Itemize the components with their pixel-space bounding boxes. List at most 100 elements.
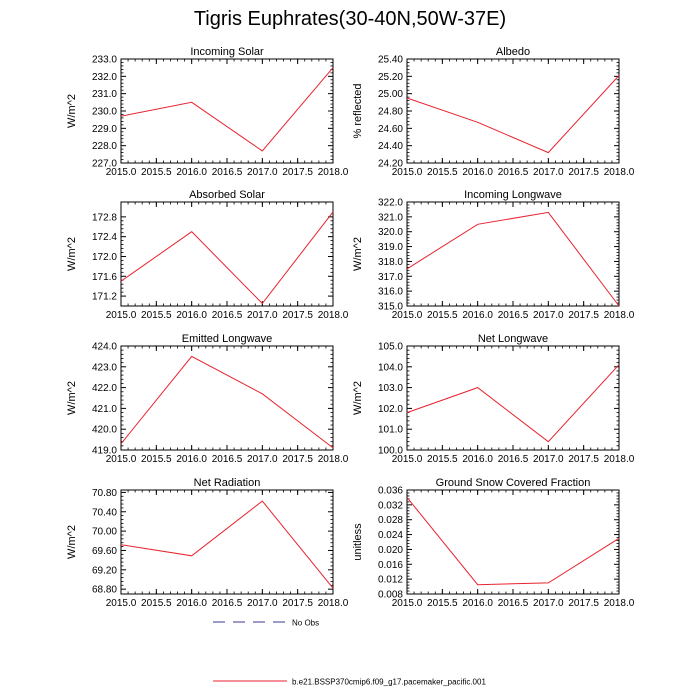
y-tick-label: 233.0: [92, 55, 117, 66]
plot-frame: [120, 489, 334, 595]
x-tick-label: 2018.0: [604, 167, 635, 178]
y-axis-label: W/m^2: [66, 381, 78, 415]
y-tick-label: 25.20: [378, 72, 403, 83]
x-tick-label: 2015.5: [427, 310, 458, 321]
x-tick-label: 2016.5: [498, 167, 529, 178]
y-tick-label: 104.0: [378, 362, 403, 373]
panel-title: Incoming Solar: [190, 46, 264, 58]
y-tick-label: 70.80: [92, 488, 117, 499]
x-tick-label: 2016.0: [176, 167, 207, 178]
y-tick-label: 101.0: [378, 425, 403, 436]
y-tick-label: 24.20: [378, 159, 403, 170]
y-tick-label: 0.020: [378, 545, 403, 556]
x-tick-label: 2017.5: [282, 454, 313, 465]
x-tick-label: 2016.0: [462, 310, 493, 321]
series-line: [406, 364, 620, 443]
x-tick-label: 2016.5: [212, 167, 243, 178]
y-tick-label: 423.0: [92, 362, 117, 373]
x-tick-label: 2017.5: [282, 598, 313, 609]
y-tick-label: 0.024: [378, 530, 403, 541]
panel-title: Emitted Longwave: [182, 333, 273, 345]
y-tick-label: 316.0: [378, 287, 403, 298]
y-axis-label: W/m^2: [66, 94, 78, 128]
x-tick-label: 2016.5: [212, 310, 243, 321]
x-tick-label: 2015.5: [141, 167, 172, 178]
x-tick-label: 2015.5: [141, 598, 172, 609]
y-tick-label: 228.0: [92, 141, 117, 152]
y-tick-label: 171.6: [92, 272, 117, 283]
x-tick-label: 2017.5: [568, 167, 599, 178]
x-tick-label: 2016.5: [212, 598, 243, 609]
plot-frame: [406, 489, 620, 595]
x-tick-label: 2017.5: [568, 454, 599, 465]
y-tick-label: 103.0: [378, 383, 403, 394]
y-tick-label: 172.4: [92, 232, 117, 243]
y-tick-label: 24.80: [378, 107, 403, 118]
x-tick-label: 2017.0: [247, 167, 278, 178]
y-tick-label: 230.0: [92, 107, 117, 118]
plot-frame: [406, 201, 620, 307]
legend: No Obs b.e21.BSSP370cmip6.f09_g17.pacemak…: [213, 619, 486, 687]
y-tick-label: 227.0: [92, 159, 117, 170]
series-line: [406, 75, 620, 154]
x-tick-label: 2017.5: [282, 310, 313, 321]
y-tick-label: 0.028: [378, 515, 403, 526]
panel-title: Net Longwave: [478, 333, 548, 345]
y-axis-label: W/m^2: [352, 381, 364, 415]
panel-5: Emitted Longwave W/m^2 2015.0 2015.5 2016.0 2…: [66, 333, 349, 465]
x-tick-label: 2016.0: [462, 454, 493, 465]
y-tick-label: 24.60: [378, 124, 403, 135]
y-tick-label: 69.20: [92, 565, 117, 576]
plot-frame: [406, 58, 620, 164]
y-tick-label: 229.0: [92, 124, 117, 135]
series-line: [406, 211, 620, 307]
y-tick-label: 171.2: [92, 292, 117, 303]
y-tick-label: 322.0: [378, 198, 403, 209]
x-tick-label: 2016.0: [462, 167, 493, 178]
plot-frame: [406, 345, 620, 451]
panel-7: Net Radiation W/m^2 2015.0 2015.5 2016.0 2016…: [66, 477, 349, 609]
y-tick-label: 172.8: [92, 212, 117, 223]
y-tick-label: 102.0: [378, 404, 403, 415]
y-axis-label: W/m^2: [66, 525, 78, 559]
y-tick-label: 420.0: [92, 425, 117, 436]
x-tick-label: 2015.0: [392, 310, 423, 321]
y-tick-label: 321.0: [378, 212, 403, 223]
y-tick-label: 24.40: [378, 141, 403, 152]
panel-4: Incoming Longwave W/m^2 2015.0 2015.5 2016.0…: [352, 189, 635, 321]
x-tick-label: 2018.0: [318, 167, 349, 178]
x-tick-label: 2017.5: [282, 167, 313, 178]
page-title: Tigris Euphrates(30-40N,50W-37E): [193, 8, 507, 30]
series-line: [120, 211, 334, 305]
y-tick-label: 0.036: [378, 486, 403, 497]
x-tick-label: 2017.0: [247, 310, 278, 321]
plot-frame: [120, 345, 334, 451]
x-tick-label: 2017.0: [533, 598, 564, 609]
x-tick-label: 2016.0: [176, 598, 207, 609]
y-tick-label: 319.0: [378, 242, 403, 253]
y-tick-label: 0.032: [378, 500, 403, 511]
x-tick-label: 2015.5: [427, 167, 458, 178]
y-tick-label: 100.0: [378, 446, 403, 457]
panel-title: Ground Snow Covered Fraction: [436, 477, 591, 489]
x-tick-label: 2018.0: [604, 310, 635, 321]
x-tick-label: 2017.0: [533, 167, 564, 178]
panel-title: Net Radiation: [194, 477, 261, 489]
x-tick-label: 2015.0: [392, 454, 423, 465]
x-tick-label: 2017.5: [568, 598, 599, 609]
x-tick-label: 2017.5: [568, 310, 599, 321]
y-tick-label: 315.0: [378, 302, 403, 313]
x-tick-label: 2016.5: [498, 454, 529, 465]
x-tick-label: 2016.5: [498, 598, 529, 609]
y-tick-label: 105.0: [378, 342, 403, 353]
panel-title: Albedo: [496, 46, 530, 58]
series-line: [120, 355, 334, 449]
x-tick-label: 2015.5: [141, 454, 172, 465]
panel-8: Ground Snow Covered Fraction unitless 2015…: [352, 477, 635, 609]
x-tick-label: 2015.0: [392, 167, 423, 178]
x-tick-label: 2016.0: [176, 454, 207, 465]
y-tick-label: 422.0: [92, 383, 117, 394]
y-tick-label: 70.00: [92, 527, 117, 538]
x-tick-label: 2016.0: [462, 598, 493, 609]
y-tick-label: 68.80: [92, 585, 117, 596]
